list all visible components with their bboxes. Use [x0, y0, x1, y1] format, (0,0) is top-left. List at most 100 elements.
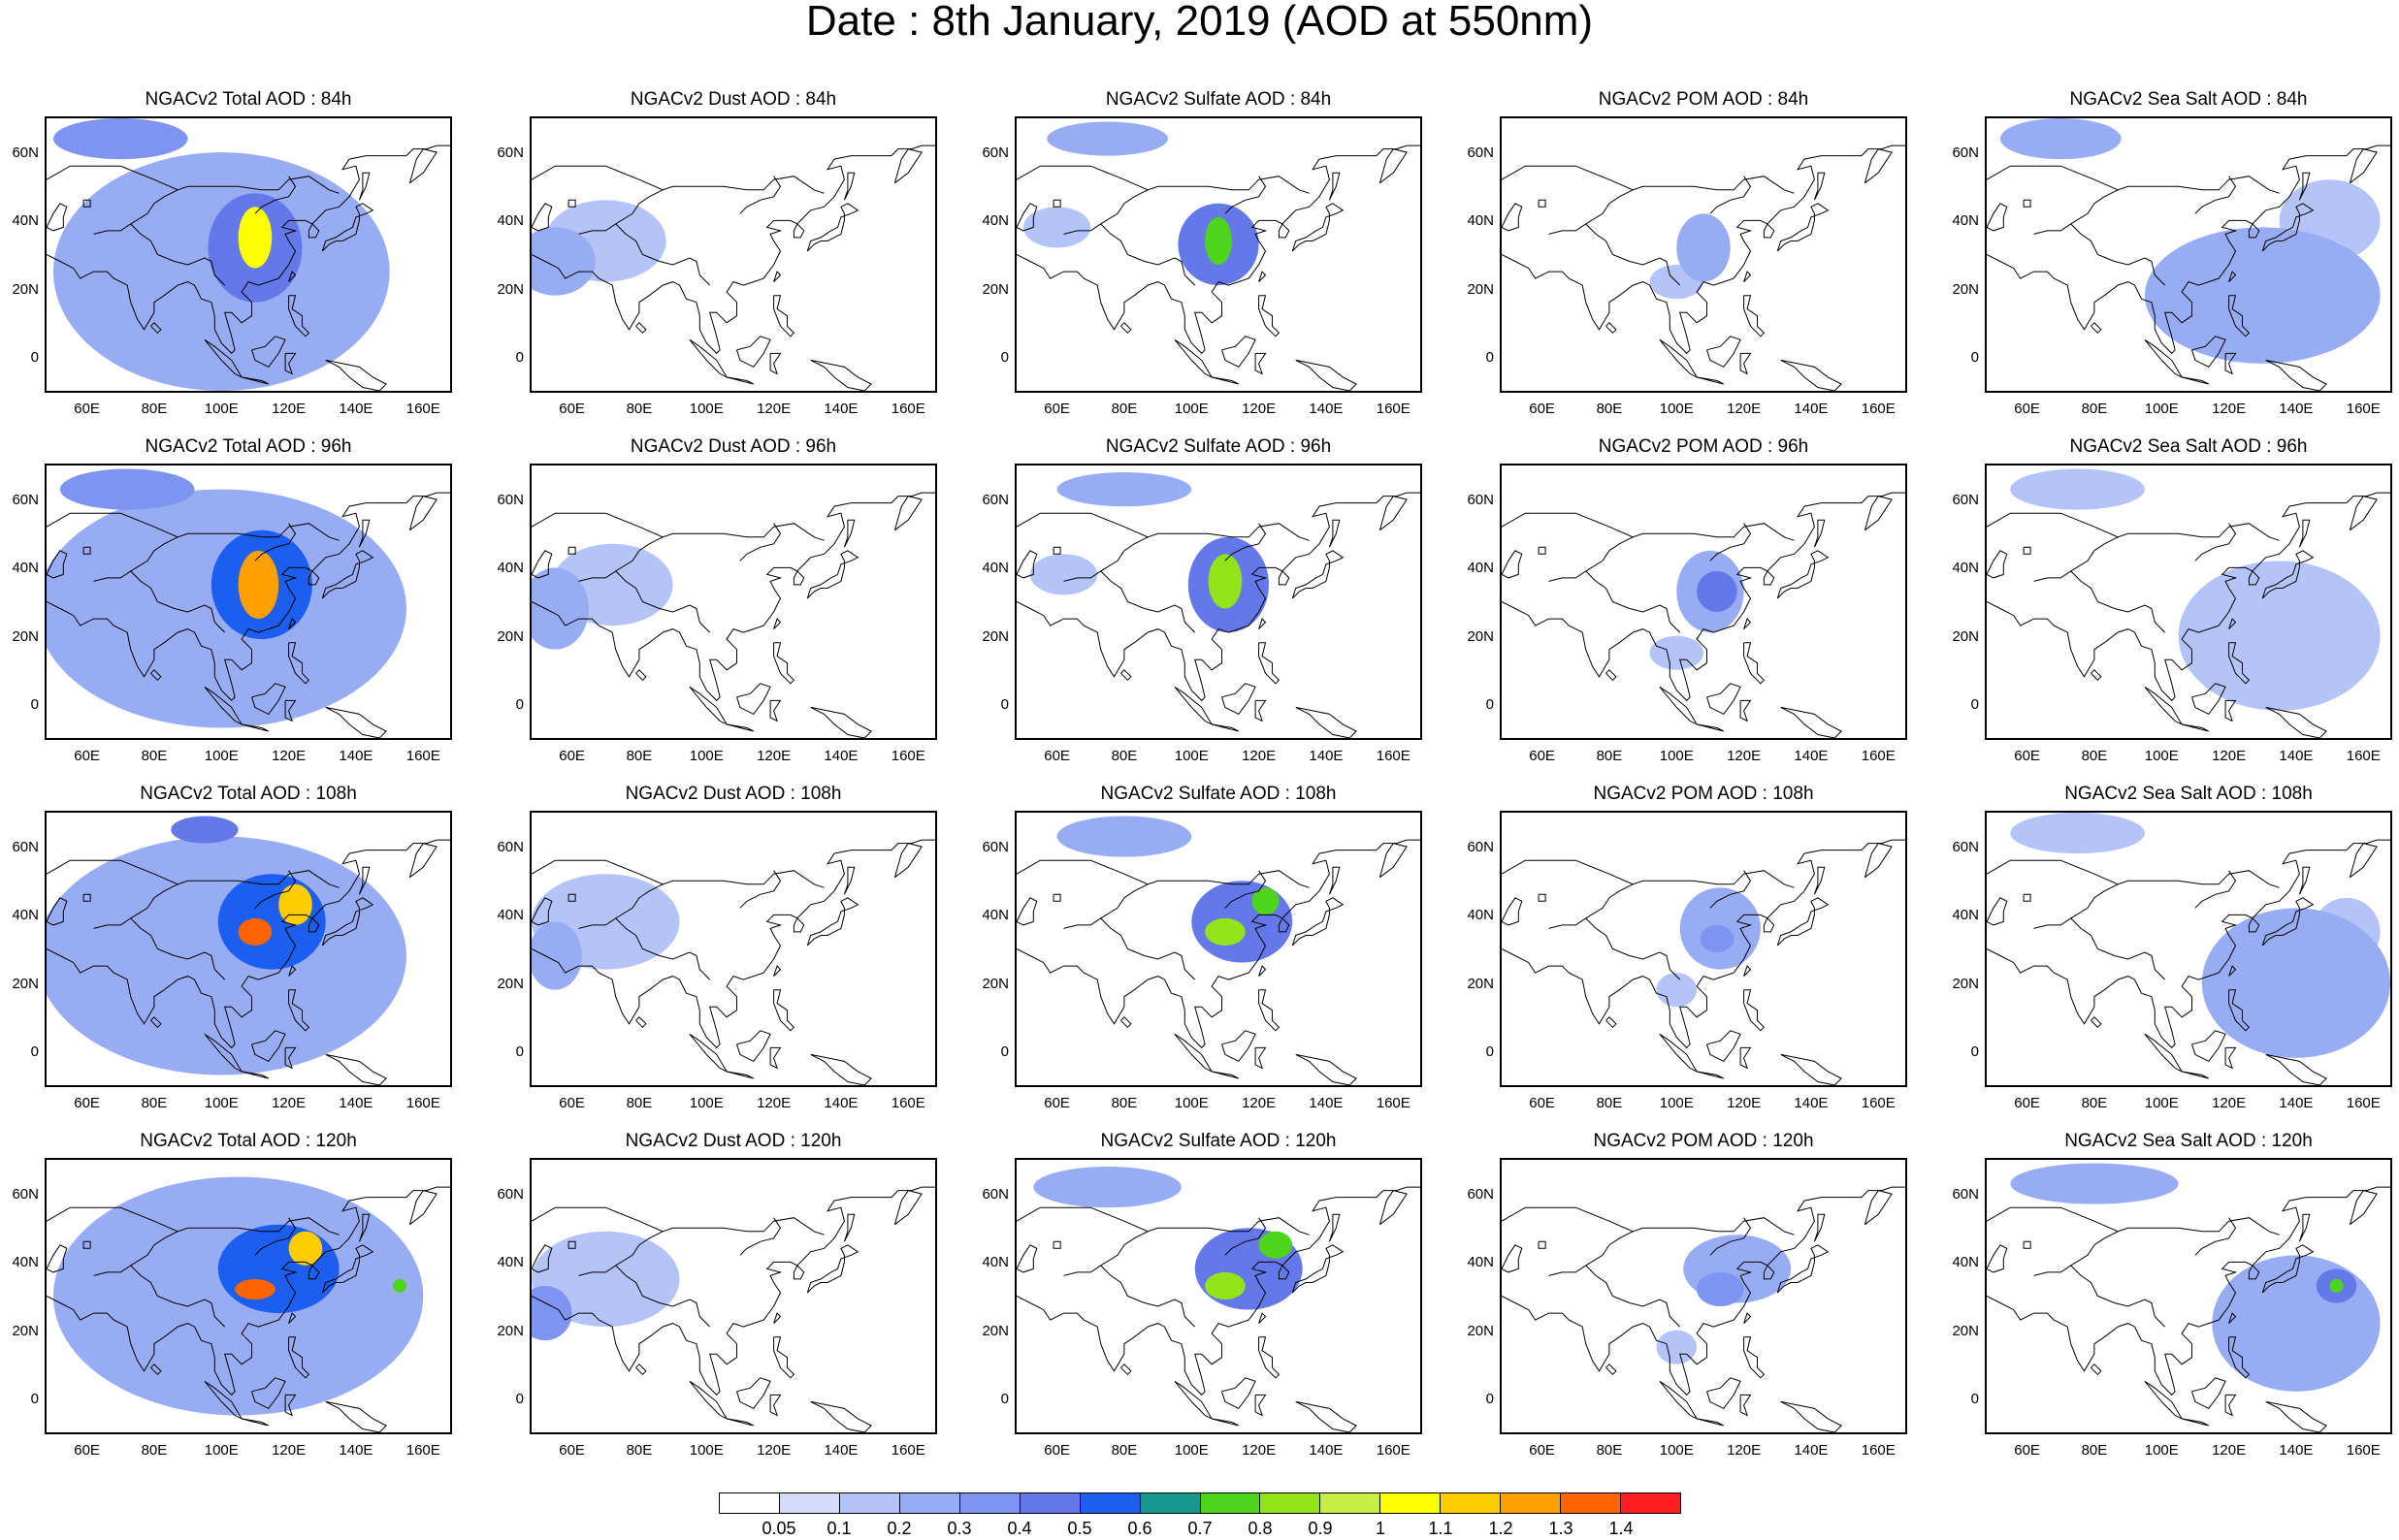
map-canvas — [1502, 1186, 1905, 1432]
lon-label: 120E — [1727, 748, 1762, 764]
lon-label: 120E — [272, 1095, 307, 1111]
coastline — [2070, 223, 2166, 286]
lon-label: 160E — [2346, 1095, 2381, 1111]
coastline — [2091, 1364, 2102, 1376]
map-canvas — [532, 144, 935, 391]
panel-title: NGACv2 Total AOD : 108h — [140, 784, 357, 804]
coastline — [1221, 1030, 1256, 1063]
panel-title: NGACv2 POM AOD : 96h — [1598, 436, 1809, 457]
coastline — [1100, 570, 1196, 633]
coastline — [578, 189, 664, 235]
coastline — [769, 1394, 782, 1417]
coastline — [1864, 148, 1893, 184]
map-panel-dust-108h: NGACv2 Dust AOD : 108h 60N 40N 20N 0 60E 80E 10… — [485, 784, 970, 1140]
coastline — [1378, 496, 1408, 531]
aod-plume — [1649, 635, 1703, 670]
coastline — [1502, 859, 1795, 888]
colorbar-bin — [1260, 1493, 1321, 1513]
map-panel-pom-120h: NGACv2 POM AOD : 120h 60N 40N 20N 0 60E 80E 100… — [1455, 1131, 1940, 1488]
coastline — [773, 271, 782, 282]
lat-label: 60N — [497, 839, 524, 856]
aod-plume — [1191, 881, 1293, 963]
coastline — [1291, 1244, 1345, 1294]
coastline — [288, 965, 297, 977]
coastline — [578, 536, 664, 582]
coastline — [288, 1336, 310, 1379]
lat-label: 40N — [12, 1254, 39, 1271]
coastline — [241, 723, 270, 732]
coastline — [1378, 843, 1408, 879]
coastline — [1776, 897, 1830, 946]
coastline — [1987, 550, 2008, 579]
coastline — [1258, 271, 1267, 282]
lat-label: 20N — [982, 627, 1009, 645]
lat-label: 40N — [497, 1254, 524, 1271]
panel-title: NGACv2 POM AOD : 84h — [1598, 89, 1809, 110]
panel-title: NGACv2 POM AOD : 108h — [1593, 784, 1814, 804]
lon-label: 60E — [74, 748, 100, 764]
coastline — [532, 897, 553, 926]
colorbar-tick-label: 0.3 — [947, 1519, 972, 1538]
map-canvas — [47, 1176, 450, 1432]
coastline — [1258, 618, 1267, 629]
coastline — [47, 1244, 68, 1273]
coastline — [1211, 723, 1240, 732]
coastline — [736, 1377, 771, 1410]
coastline — [1224, 523, 1267, 561]
coastline — [1780, 1053, 1842, 1085]
coastline — [47, 897, 68, 926]
lon-label: 60E — [559, 401, 585, 417]
coastline — [325, 1400, 387, 1432]
lat-label: 0 — [515, 695, 524, 713]
map-canvas — [1017, 472, 1420, 738]
coastline — [635, 1364, 647, 1376]
map-frame — [1985, 464, 2392, 740]
coastline — [1291, 550, 1345, 599]
coastline — [843, 1213, 856, 1242]
coastline — [1864, 1190, 1893, 1226]
coastline — [567, 893, 576, 902]
lat-label: 0 — [515, 1390, 524, 1407]
panel-title: NGACv2 Sea Salt AOD : 120h — [2064, 1131, 2313, 1151]
coastline — [150, 1016, 162, 1029]
lat-label: 20N — [982, 280, 1009, 298]
coastline — [408, 496, 438, 531]
lon-label: 60E — [1529, 748, 1555, 764]
lon-label: 120E — [1727, 1442, 1762, 1459]
colorbar-bin — [1621, 1493, 1680, 1513]
lon-label: 140E — [339, 1442, 373, 1459]
coastline — [739, 176, 782, 214]
coastline — [2228, 642, 2251, 685]
aod-plume — [1205, 216, 1232, 266]
aod-plume — [2010, 1163, 2179, 1204]
map-panel-pom-96h: NGACv2 POM AOD : 96h 60N 40N 20N 0 60E 80E 100E… — [1455, 436, 1940, 793]
lon-label: 120E — [272, 1442, 307, 1459]
coastline — [1813, 1213, 1826, 1242]
coastline — [1328, 519, 1341, 548]
lon-label: 100E — [1174, 401, 1209, 417]
lon-label: 80E — [1111, 401, 1138, 417]
coastline — [2349, 496, 2378, 531]
map-frame — [530, 811, 937, 1087]
coastline — [1100, 1265, 1196, 1328]
coastline — [1258, 989, 1281, 1032]
coastline — [1706, 336, 1741, 369]
coastline — [82, 199, 91, 208]
aod-plume — [2144, 227, 2381, 364]
lon-label: 60E — [2014, 401, 2040, 417]
colorbar-tick-label: 0.8 — [1248, 1519, 1273, 1538]
lon-label: 140E — [2279, 401, 2314, 417]
coastline — [726, 376, 755, 385]
lon-label: 120E — [272, 401, 307, 417]
lon-label: 140E — [339, 401, 373, 417]
coastline — [1295, 1053, 1357, 1085]
lon-label: 80E — [1596, 401, 1623, 417]
lon-label: 160E — [2346, 748, 2381, 764]
lon-label: 120E — [757, 748, 792, 764]
panel-title: NGACv2 Sulfate AOD : 108h — [1100, 784, 1337, 804]
map-frame — [1015, 116, 1422, 393]
coastline — [1585, 570, 1681, 633]
coastline — [1864, 843, 1893, 879]
coastline — [2298, 172, 2311, 201]
coastline — [1709, 176, 1752, 214]
